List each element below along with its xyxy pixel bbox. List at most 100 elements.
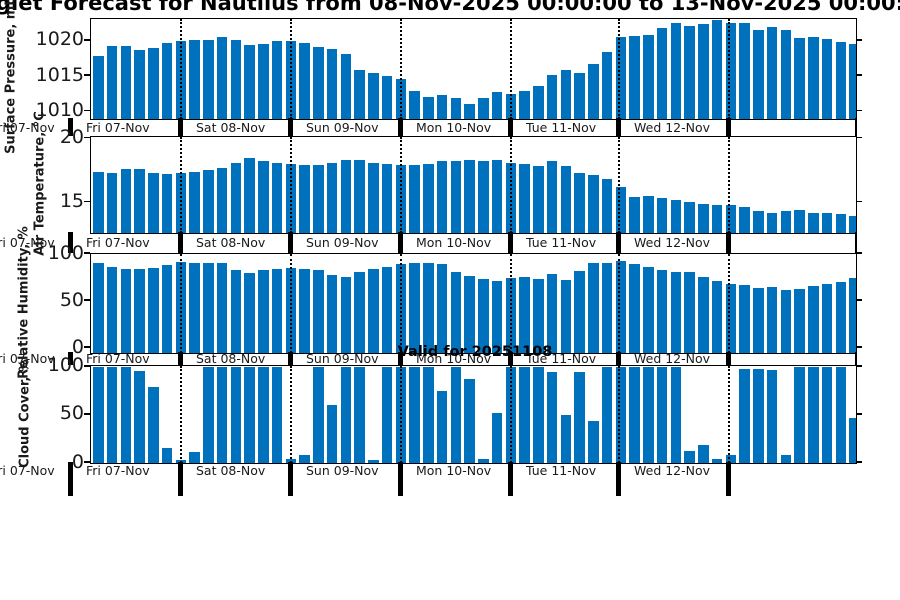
bar: [409, 90, 420, 119]
bar: [203, 40, 214, 119]
bar: [766, 286, 778, 353]
bar: [93, 55, 104, 119]
bar: [464, 275, 475, 353]
bar: [698, 203, 709, 233]
bar: [189, 40, 200, 119]
day-gridline: [728, 254, 730, 353]
bar: [808, 286, 819, 353]
bar: [381, 267, 393, 353]
bar: [450, 161, 461, 233]
bar: [546, 273, 558, 353]
y-tick-mark: [856, 365, 862, 367]
bar: [134, 269, 145, 353]
day-tick-mark: [507, 352, 513, 365]
bar: [423, 263, 434, 353]
y-tick-label: 1015: [35, 63, 84, 86]
bar: [588, 262, 599, 353]
y-tick-mark: [84, 461, 90, 463]
day-label-clipped: Fri 07-Nov: [0, 463, 55, 478]
bar: [629, 367, 640, 463]
bar: [574, 172, 585, 233]
bar: [629, 197, 640, 233]
bar: [615, 186, 626, 233]
bar: [148, 172, 159, 233]
day-tick-mark: [177, 232, 183, 253]
bar: [230, 367, 241, 463]
bar: [794, 367, 805, 463]
day-gridline: [400, 366, 402, 463]
bar: [739, 22, 750, 119]
day-label: Fri 07-Nov: [86, 351, 150, 366]
bar: [519, 276, 530, 353]
y-tick-mark: [84, 200, 90, 203]
y-tick-label: 1010: [35, 98, 84, 121]
day-tick-mark: [615, 352, 621, 365]
bar: [230, 40, 241, 119]
day-tick-mark: [397, 462, 403, 496]
day-label: Sun 09-Nov: [306, 235, 379, 250]
bar: [491, 413, 503, 463]
day-label: Sun 09-Nov: [306, 351, 379, 366]
bar: [313, 46, 324, 119]
y-tick-mark: [84, 74, 90, 76]
bar: [326, 405, 338, 463]
bar: [478, 97, 489, 119]
bar: [519, 90, 530, 119]
bar: [711, 19, 723, 119]
bar: [821, 284, 833, 353]
day-label: Tue 11-Nov: [526, 235, 597, 250]
day-tick-mark: [287, 462, 293, 496]
bar: [780, 455, 791, 463]
day-gridline: [728, 19, 730, 119]
bar: [698, 23, 709, 119]
row-right-edge: [855, 232, 857, 253]
y-tick-label: 20: [59, 125, 84, 148]
bar: [780, 29, 791, 119]
day-gridline: [180, 19, 182, 119]
y-tick-label: 50: [59, 288, 84, 311]
day-tick-mark: [177, 352, 183, 365]
bar: [340, 54, 351, 119]
day-gridline: [618, 254, 620, 353]
y-tick-mark: [84, 136, 90, 139]
bar: [725, 284, 736, 353]
bar: [574, 72, 585, 119]
bar: [808, 37, 819, 119]
bar: [450, 271, 461, 353]
bar: [161, 42, 173, 119]
bar: [409, 262, 420, 353]
day-label: Mon 10-Nov: [416, 235, 492, 250]
bar: [381, 76, 393, 119]
day-gridline: [290, 366, 292, 463]
y-tick-mark: [856, 109, 862, 111]
bar: [546, 161, 558, 233]
bar: [711, 459, 723, 463]
bar: [203, 170, 214, 233]
bar: [216, 36, 228, 119]
bar: [216, 263, 228, 353]
bar: [203, 263, 214, 353]
bar: [436, 264, 448, 353]
bar: [216, 167, 228, 233]
bar: [161, 174, 173, 233]
bar: [780, 289, 791, 353]
day-gridline: [510, 19, 512, 119]
day-tick-mark: [725, 232, 731, 253]
day-gridline: [290, 254, 292, 353]
bar: [381, 163, 393, 233]
y-tick-mark: [856, 39, 862, 41]
bar: [450, 97, 461, 119]
y-tick-mark: [856, 346, 862, 348]
y-tick-mark: [856, 299, 862, 301]
y-tick-mark: [84, 252, 90, 254]
bar: [574, 371, 585, 463]
bar: [629, 35, 640, 119]
bar: [93, 171, 104, 233]
bar: [849, 216, 856, 233]
bar: [134, 370, 145, 463]
bar: [643, 195, 654, 233]
bar: [230, 162, 241, 233]
day-tick-row: Fri 07-Nov Fri 07-Nov Sat 08-Nov Sun 09-Nov…: [0, 352, 900, 365]
day-tick-mark: [507, 232, 513, 253]
bar: [670, 199, 681, 233]
